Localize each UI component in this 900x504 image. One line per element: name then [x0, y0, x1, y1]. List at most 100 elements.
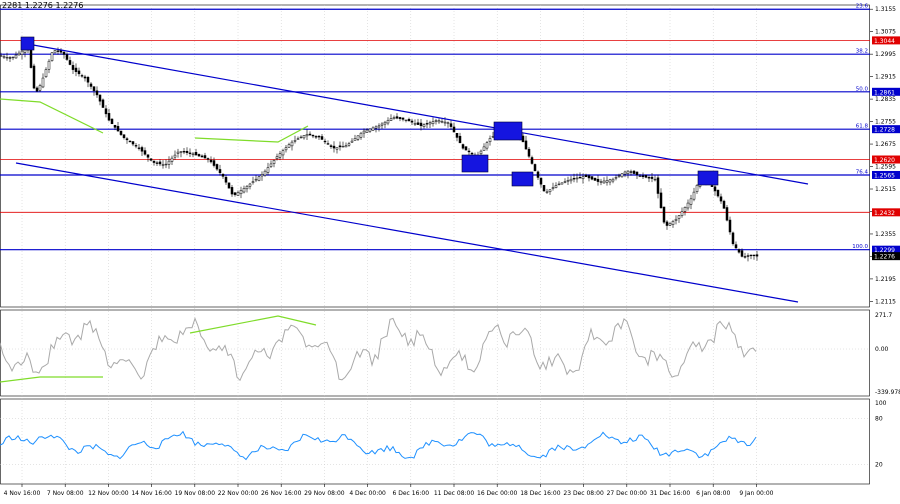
candle-body — [86, 76, 90, 83]
time-tick-label: 6 Jan 08:00 — [696, 490, 730, 497]
candle-body — [686, 202, 690, 209]
candle-body — [152, 160, 156, 163]
candle-body — [740, 250, 744, 257]
candle-body — [290, 141, 294, 147]
candle-body — [278, 153, 282, 158]
candle-body — [200, 155, 204, 158]
candle-body — [683, 207, 687, 212]
candle-body — [35, 87, 39, 92]
candle-body — [374, 126, 378, 129]
candle-body — [647, 177, 651, 179]
candle-body — [92, 86, 96, 91]
candle-body — [14, 54, 18, 59]
candle-body — [224, 176, 228, 183]
candle-body — [338, 145, 342, 148]
candle-body — [317, 135, 321, 138]
candle-body — [479, 150, 483, 155]
price-tag-bg — [872, 170, 900, 179]
candle-body — [389, 118, 393, 121]
price-tick-label: 1.2755 — [875, 119, 896, 126]
candle-body — [299, 136, 303, 139]
candle-body — [128, 140, 132, 143]
candle-body — [695, 185, 699, 192]
candle-body — [206, 158, 210, 160]
fib-level-label: 61.8 — [856, 124, 869, 130]
candle-body — [77, 70, 81, 75]
price-tag-label: 1.2299 — [874, 247, 895, 254]
candle-body — [320, 136, 324, 140]
candle-body — [623, 171, 627, 175]
candle-body — [341, 146, 345, 148]
candle-body — [434, 120, 438, 122]
candle-body — [335, 147, 339, 150]
candle-body — [458, 135, 462, 144]
candle-body — [302, 135, 306, 139]
candle-body — [581, 176, 585, 179]
candle-body — [689, 198, 693, 205]
candle-body — [668, 223, 672, 226]
time-tick-label: 9 Jan 00:00 — [739, 490, 773, 497]
candle-body — [650, 176, 654, 179]
candle-body — [305, 134, 309, 137]
candle-body — [554, 185, 558, 188]
time-tick-label: 23 Dec 08:00 — [563, 490, 604, 497]
candle-body — [245, 185, 249, 190]
candle-body — [557, 183, 561, 186]
candle-body — [257, 176, 261, 181]
candle-body — [596, 178, 600, 182]
candle-body — [755, 254, 759, 257]
price-tag-label: 1.2620 — [874, 157, 895, 164]
candle-body — [716, 189, 720, 197]
time-tick-label: 4 Nov 16:00 — [4, 490, 41, 497]
candle-body — [356, 135, 360, 140]
divergence-line-cci — [0, 376, 103, 383]
rsi-top-label: 100 — [875, 400, 887, 407]
price-tick-label: 1.2195 — [875, 276, 896, 283]
candle-body — [182, 151, 186, 153]
candle-body — [239, 190, 243, 195]
price-tag-label: 1.2861 — [874, 89, 895, 96]
candle-body — [296, 138, 300, 140]
candle-body — [470, 152, 474, 155]
candle-body — [284, 147, 288, 151]
candle-body — [629, 171, 633, 173]
price-tag-bg — [872, 36, 900, 45]
candle-body — [737, 249, 741, 253]
candle-body — [8, 57, 12, 59]
candle-body — [635, 171, 639, 176]
candle-body — [197, 154, 201, 157]
candle-body — [527, 148, 531, 157]
cci-pane-frame — [0, 309, 870, 397]
candle-body — [662, 206, 666, 223]
candle-body — [167, 160, 171, 165]
candle-body — [149, 158, 153, 161]
candle-body — [410, 120, 414, 123]
candle-body — [107, 113, 111, 121]
candle-body — [248, 183, 252, 187]
time-tick-label: 27 Dec 00:00 — [607, 490, 648, 497]
candle-body — [641, 175, 645, 178]
divergence-line-cci — [189, 315, 317, 334]
candle-body — [677, 215, 681, 219]
candle-body — [185, 150, 189, 153]
price-tick-label: 1.3075 — [875, 29, 896, 36]
candle-body — [80, 75, 84, 77]
candle-body — [599, 181, 603, 183]
candle-body — [752, 254, 756, 257]
candle-body — [617, 175, 621, 177]
candle-body — [161, 164, 165, 166]
candle-body — [431, 121, 435, 125]
candle-body — [131, 141, 135, 145]
candle-body — [218, 169, 222, 174]
candle-body — [365, 129, 369, 133]
price-tick-label: 1.2355 — [875, 231, 896, 238]
candle-body — [449, 123, 453, 127]
candle-body — [569, 178, 573, 182]
candle-body — [122, 134, 126, 138]
price-tick-label: 1.2515 — [875, 186, 896, 193]
signal-square — [20, 36, 35, 51]
time-tick-label: 12 Nov 00:00 — [88, 490, 129, 497]
candle-body — [482, 146, 486, 151]
